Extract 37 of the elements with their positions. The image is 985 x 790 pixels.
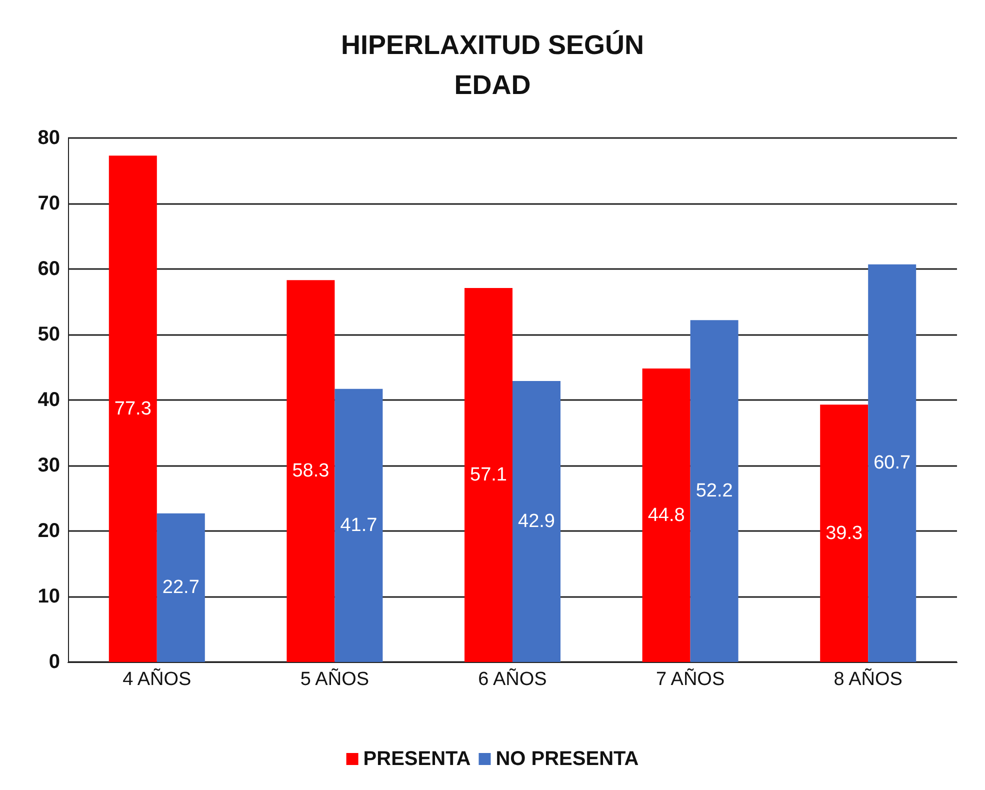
- data-label: 57.1: [470, 464, 507, 486]
- bar: [156, 513, 205, 662]
- bar: [868, 264, 916, 662]
- x-tick-label: 4 AÑOS: [122, 668, 192, 690]
- legend-label: PRESENTA: [363, 748, 471, 770]
- bar: [820, 404, 868, 662]
- data-label: 41.7: [340, 514, 378, 536]
- data-label: 22.7: [162, 577, 200, 598]
- y-tick-label: 30: [38, 454, 60, 476]
- data-label: 52.2: [696, 480, 733, 502]
- bar: [512, 381, 560, 662]
- data-label: 39.3: [826, 522, 863, 544]
- y-tick-label: 40: [38, 389, 60, 411]
- data-label: 58.3: [292, 460, 330, 482]
- bar: [286, 280, 335, 662]
- x-tick-label: 6 AÑOS: [478, 668, 547, 690]
- y-tick-label: 60: [38, 258, 60, 280]
- data-label: 77.3: [114, 398, 152, 420]
- bar: [334, 388, 383, 662]
- bar: [642, 368, 690, 662]
- bar: [464, 288, 512, 662]
- y-tick-label: 70: [38, 192, 60, 214]
- data-label: 42.9: [518, 511, 555, 532]
- x-tick-label: 5 AÑOS: [300, 668, 370, 690]
- legend-label: NO PRESENTA: [496, 748, 639, 770]
- data-label: 44.8: [648, 504, 685, 526]
- bar: [690, 320, 738, 662]
- data-label: 60.7: [874, 452, 911, 474]
- x-tick-label: 8 AÑOS: [834, 668, 902, 690]
- y-tick-label: 50: [38, 324, 60, 346]
- x-tick-label: 7 AÑOS: [656, 668, 725, 690]
- chart-title: HIPERLAXITUD SEGÚN EDAD: [340, 30, 644, 100]
- y-tick-label: 0: [48, 651, 60, 673]
- bar: [108, 156, 157, 662]
- y-tick-label: 80: [38, 127, 60, 149]
- y-tick-label: 10: [38, 586, 60, 608]
- y-tick-label: 20: [38, 520, 60, 542]
